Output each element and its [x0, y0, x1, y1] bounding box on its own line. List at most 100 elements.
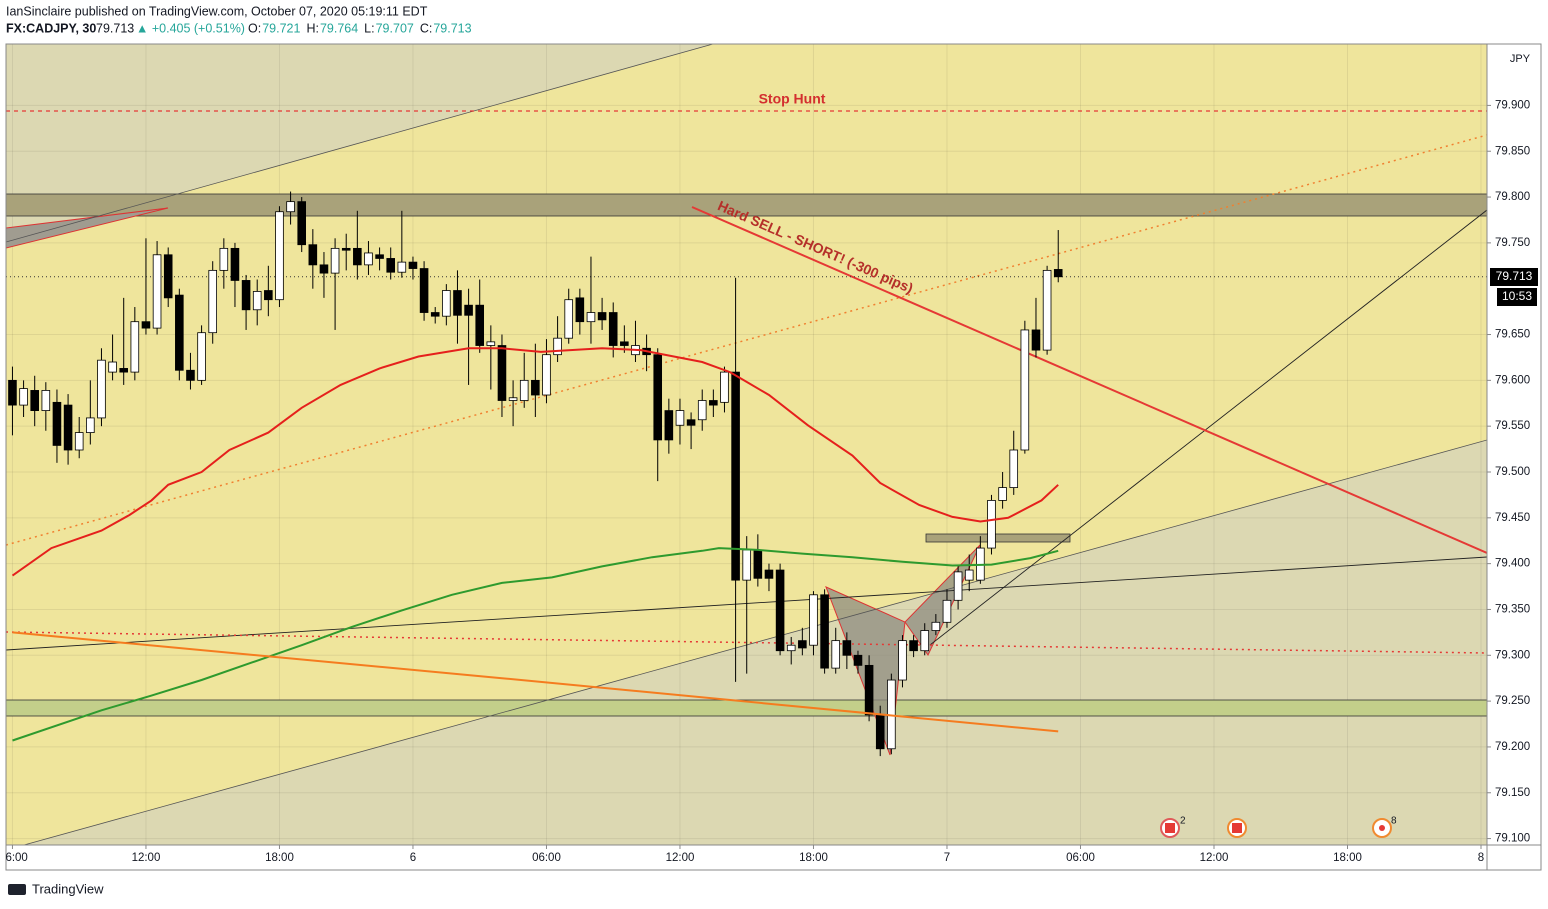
candle-body [909, 640, 918, 652]
candle-body [864, 664, 874, 716]
small-zone [925, 533, 1071, 543]
candle-body [297, 201, 307, 246]
y-tick-label: 79.800 [1495, 191, 1530, 203]
candle-body [753, 549, 763, 579]
y-tick-label: 79.750 [1495, 237, 1530, 249]
y-tick-label: 79.850 [1495, 145, 1530, 157]
candle-body [86, 417, 95, 433]
x-tick-label: 06:00 [1066, 852, 1095, 864]
candle-body [419, 268, 429, 313]
ohlc-label: L: [364, 21, 374, 35]
candle-body [97, 359, 106, 419]
marks [6, 191, 1487, 757]
candle-body [519, 379, 529, 401]
badge: 2 [1180, 816, 1186, 827]
frame [5, 43, 1542, 871]
candle-body [597, 312, 607, 321]
candle-body [219, 247, 229, 271]
candle-body [108, 361, 117, 373]
candle-body [175, 294, 184, 371]
x-tick-label: 7 [944, 852, 950, 864]
x-tick-label: 12:00 [132, 852, 161, 864]
events: 2 8 [1160, 816, 1397, 838]
resistance-zone [6, 193, 1487, 217]
dotted-trend [6, 134, 1487, 546]
footer[interactable]: TradingView [32, 881, 104, 896]
candle-body [319, 264, 329, 274]
candle-body [764, 569, 774, 579]
candle-body [330, 247, 340, 274]
candle-body [141, 321, 151, 329]
ohlc-value: 79.721 [262, 21, 300, 35]
ohlc-value: 79.707 [376, 21, 414, 35]
candle-body [408, 261, 418, 269]
author-line: IanSinclaire published on TradingView.co… [6, 4, 428, 18]
candle-body [608, 312, 618, 346]
y-tick-label: 79.200 [1495, 741, 1530, 753]
ohlc-label: H: [306, 21, 319, 35]
candle-body [264, 290, 273, 301]
candle-body [586, 312, 596, 323]
x-tick-label: 6:00 [5, 852, 27, 864]
x-tick-label: 8 [1478, 852, 1484, 864]
change: ▲ +0.405 (+0.51%) [136, 21, 245, 35]
y-tick-label: 79.450 [1495, 512, 1530, 524]
candle-body [575, 297, 585, 323]
candle-body [453, 290, 462, 316]
ohlc-legend: O: 79.721 H: 79.764 L: 79.707 C: 79.713 [248, 21, 472, 35]
ohlc-label: C: [420, 21, 433, 35]
flag [1165, 823, 1175, 833]
candle-body [275, 211, 284, 301]
candle-body [341, 247, 351, 251]
candle-body [697, 400, 707, 421]
candle-body [542, 354, 551, 396]
candle-body [252, 291, 262, 311]
candle-body [953, 571, 963, 601]
candle-body [497, 345, 507, 401]
x-tick-label: 18:00 [265, 852, 294, 864]
candle-body [163, 254, 173, 299]
candle-body [675, 410, 685, 426]
candle-body [553, 337, 562, 356]
candle-body [241, 280, 251, 311]
logo [8, 884, 26, 895]
candle-body [464, 304, 473, 316]
moving-average [12, 547, 1059, 742]
candle-body [186, 369, 195, 381]
candle-body [286, 201, 295, 213]
candle-body [1009, 449, 1019, 488]
ohlc-value: 79.764 [320, 21, 358, 35]
moving-average [12, 631, 1059, 733]
candle-body [442, 290, 451, 317]
candle-body [709, 400, 718, 406]
x-tick-label: 18:00 [799, 852, 828, 864]
y-tick-label: 79.550 [1495, 420, 1530, 432]
badge: 8 [1391, 816, 1397, 827]
candle-body [809, 594, 818, 646]
candle-body [308, 244, 318, 266]
x-tick-label: 12:00 [666, 852, 695, 864]
x-tick-label: 06:00 [532, 852, 561, 864]
last-price: 79.713 [96, 21, 134, 35]
candle-body [620, 341, 629, 346]
candle-body [364, 252, 373, 266]
y-tick-label: 79.900 [1495, 99, 1530, 111]
candle-body [731, 371, 740, 581]
candle-body [842, 640, 852, 656]
y-tick-label: 79.350 [1495, 603, 1530, 615]
moving-average [11, 347, 1059, 577]
flag [1232, 823, 1242, 833]
candle-body [1053, 269, 1063, 278]
candle-body [397, 261, 407, 273]
candle-body [1031, 329, 1041, 351]
y-tick-label: 79.500 [1495, 466, 1530, 478]
candle-body [8, 379, 17, 406]
candle-body [875, 714, 885, 750]
candle-body [386, 258, 396, 273]
candle-body [820, 594, 829, 669]
candle-body [831, 640, 841, 669]
candle-body [931, 621, 941, 631]
candle-body [686, 419, 696, 426]
candle-body [564, 299, 574, 339]
